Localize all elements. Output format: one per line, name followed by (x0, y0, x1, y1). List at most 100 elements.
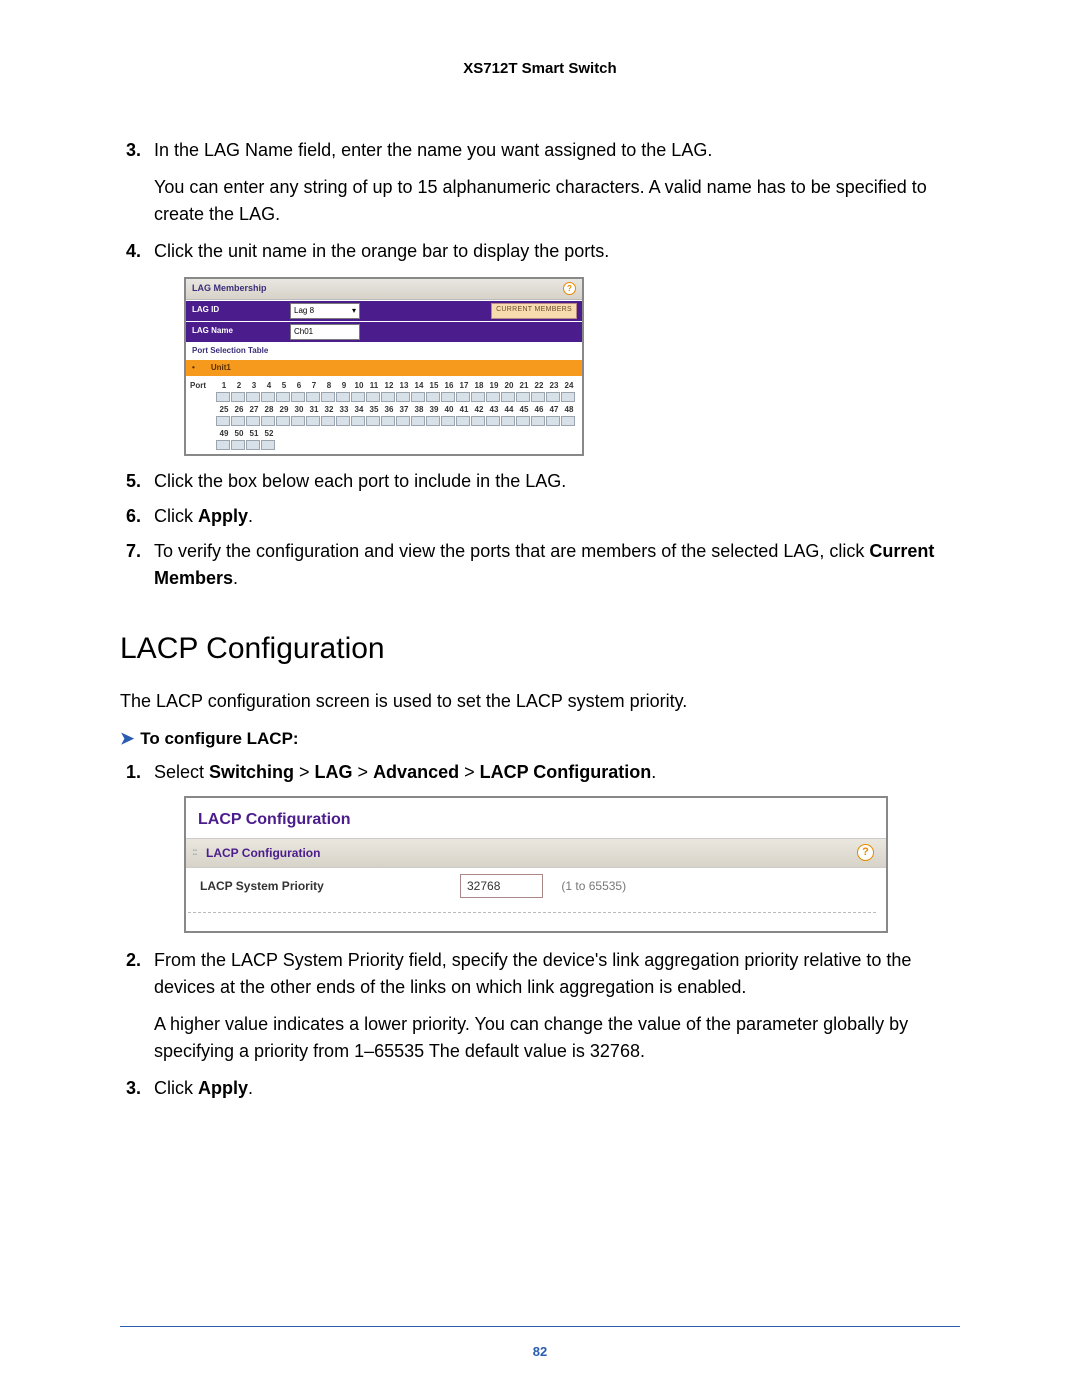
port-checkbox[interactable] (471, 392, 485, 402)
port-checkbox[interactable] (261, 440, 275, 450)
port-checkbox[interactable] (426, 416, 440, 426)
port-checkbox[interactable] (486, 392, 500, 402)
port-number: 47 (547, 404, 561, 416)
port-checkbox[interactable] (321, 392, 335, 402)
port-checkbox[interactable] (441, 416, 455, 426)
port-checkbox[interactable] (246, 392, 260, 402)
port-number: 10 (352, 380, 366, 392)
port-checkbox[interactable] (351, 416, 365, 426)
port-checkbox[interactable] (561, 416, 575, 426)
port-number: 21 (517, 380, 531, 392)
port-number: 17 (457, 380, 471, 392)
port-checkbox[interactable] (261, 416, 275, 426)
steps-list-b: Select Switching > LAG > Advanced > LACP… (120, 759, 960, 1102)
port-checkbox[interactable] (336, 416, 350, 426)
port-checkbox[interactable] (246, 440, 260, 450)
port-number: 11 (367, 380, 381, 392)
steps-list-a: In the LAG Name field, enter the name yo… (120, 137, 960, 592)
port-checkbox[interactable] (471, 416, 485, 426)
port-checkbox[interactable] (276, 416, 290, 426)
port-checkbox[interactable] (501, 416, 515, 426)
port-number: 30 (292, 404, 306, 416)
port-checkbox[interactable] (411, 392, 425, 402)
lacp-fig-sub-text: LACP Configuration (206, 844, 320, 862)
step-b1-pre: Select (154, 762, 209, 782)
lacp-priority-input[interactable]: 32768 (460, 874, 543, 898)
port-checkbox[interactable] (336, 392, 350, 402)
port-checkbox[interactable] (396, 392, 410, 402)
current-members-button[interactable]: CURRENT MEMBERS (491, 303, 577, 319)
port-checkbox[interactable] (411, 416, 425, 426)
port-checkbox[interactable] (321, 416, 335, 426)
help-icon[interactable]: ? (857, 844, 874, 861)
step-b1-b2: LAG (315, 762, 353, 782)
section-intro: The LACP configuration screen is used to… (120, 688, 960, 715)
step-5: Click the box below each port to include… (146, 468, 960, 495)
port-label: Port (190, 380, 216, 392)
port-checkbox[interactable] (516, 392, 530, 402)
port-checkbox[interactable] (531, 416, 545, 426)
lag-name-value: Ch01 (294, 326, 313, 338)
unit-bar[interactable]: • Unit1 (186, 360, 582, 376)
port-row-3-boxes (216, 440, 578, 450)
port-checkbox[interactable] (366, 392, 380, 402)
port-checkbox[interactable] (216, 392, 230, 402)
help-icon[interactable]: ? (563, 282, 576, 295)
port-number: 29 (277, 404, 291, 416)
port-checkbox[interactable] (561, 392, 575, 402)
procedure-heading-text: To configure LACP: (140, 729, 298, 748)
port-checkbox[interactable] (501, 392, 515, 402)
port-number: 48 (562, 404, 576, 416)
procedure-heading: ➤To configure LACP: (120, 729, 960, 749)
port-checkbox[interactable] (456, 416, 470, 426)
step-b1-b4: LACP Configuration (480, 762, 652, 782)
port-checkbox[interactable] (381, 416, 395, 426)
port-checkbox[interactable] (216, 440, 230, 450)
port-number: 34 (352, 404, 366, 416)
port-checkbox[interactable] (231, 416, 245, 426)
step-3-text: In the LAG Name field, enter the name yo… (154, 140, 712, 160)
gt3: > (459, 762, 480, 782)
port-checkbox[interactable] (456, 392, 470, 402)
port-checkbox[interactable] (546, 416, 560, 426)
port-checkbox[interactable] (396, 416, 410, 426)
port-checkbox[interactable] (486, 416, 500, 426)
port-number: 46 (532, 404, 546, 416)
port-checkbox[interactable] (246, 416, 260, 426)
port-number: 12 (382, 380, 396, 392)
port-number: 3 (247, 380, 261, 392)
port-checkbox[interactable] (546, 392, 560, 402)
lag-id-select[interactable]: Lag 8 ▾ (290, 303, 360, 319)
page-header: XS712T Smart Switch (120, 60, 960, 77)
port-number: 19 (487, 380, 501, 392)
port-checkbox[interactable] (231, 440, 245, 450)
port-checkbox[interactable] (276, 392, 290, 402)
port-checkbox[interactable] (306, 416, 320, 426)
lag-membership-figure: LAG Membership ? LAG ID Lag 8 ▾ CURRENT … (184, 277, 584, 456)
step-6: Click Apply. (146, 503, 960, 530)
port-number: 28 (262, 404, 276, 416)
port-number: 25 (217, 404, 231, 416)
port-checkbox[interactable] (351, 392, 365, 402)
port-checkbox[interactable] (291, 392, 305, 402)
port-checkbox[interactable] (381, 392, 395, 402)
port-checkbox[interactable] (441, 392, 455, 402)
gt2: > (353, 762, 374, 782)
lacp-priority-label: LACP System Priority (200, 877, 460, 895)
port-number: 42 (472, 404, 486, 416)
port-number: 52 (262, 428, 276, 440)
port-checkbox[interactable] (426, 392, 440, 402)
port-checkbox[interactable] (531, 392, 545, 402)
port-checkbox[interactable] (366, 416, 380, 426)
port-checkbox[interactable] (291, 416, 305, 426)
port-checkbox[interactable] (231, 392, 245, 402)
step-7-pre: To verify the configuration and view the… (154, 541, 869, 561)
port-checkbox[interactable] (306, 392, 320, 402)
lag-name-input[interactable]: Ch01 (290, 324, 360, 340)
port-number: 23 (547, 380, 561, 392)
port-checkbox[interactable] (261, 392, 275, 402)
port-checkbox[interactable] (216, 416, 230, 426)
port-number: 40 (442, 404, 456, 416)
port-checkbox[interactable] (516, 416, 530, 426)
step-6-post: . (248, 506, 253, 526)
